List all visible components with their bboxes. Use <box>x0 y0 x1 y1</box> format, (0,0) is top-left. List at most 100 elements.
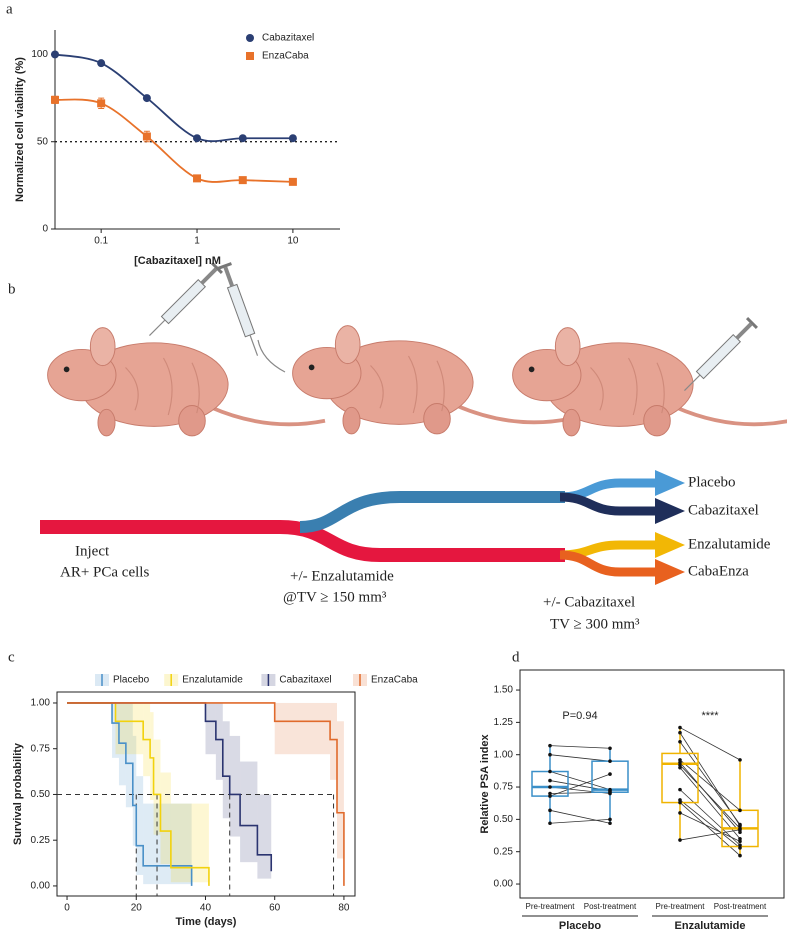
point <box>142 132 151 141</box>
point <box>97 99 106 108</box>
mice <box>45 261 787 438</box>
flow-arm <box>559 492 660 516</box>
point <box>548 791 552 796</box>
flow-arm <box>559 550 660 577</box>
point <box>738 822 742 827</box>
point <box>548 752 552 757</box>
point <box>738 836 742 841</box>
point <box>548 808 552 813</box>
point <box>238 176 247 185</box>
step-text: +/- Cabazitaxel <box>543 594 635 610</box>
confidence-band <box>240 761 258 863</box>
y-tick-label: 1.00 <box>31 698 51 709</box>
point <box>51 50 59 59</box>
point <box>548 769 552 774</box>
arrow-head <box>655 559 685 585</box>
arrow-head <box>655 470 685 496</box>
legend-marker <box>246 34 254 42</box>
arm-label: Placebo <box>688 474 735 490</box>
arm-label: CabaEnza <box>688 563 749 579</box>
confidence-band <box>136 776 144 875</box>
group-label: Placebo <box>559 920 601 932</box>
survival-curve <box>67 702 193 886</box>
point <box>193 174 202 183</box>
syringe <box>217 261 265 359</box>
x-tick-label: Pre-treatment <box>526 902 576 911</box>
legend-label: EnzaCaba <box>371 675 418 686</box>
point <box>193 134 202 143</box>
step-text: Inject <box>75 543 110 559</box>
y-tick-label: 0.25 <box>494 846 514 857</box>
confidence-band <box>115 702 144 755</box>
point <box>288 134 297 143</box>
pair-line <box>549 745 611 749</box>
mouse <box>45 325 327 438</box>
legend-label: Placebo <box>113 675 150 686</box>
annotation: P=0.94 <box>562 710 597 722</box>
panel-label: a <box>6 1 13 17</box>
y-tick-label: 0.25 <box>31 835 51 846</box>
x-tick-label: 40 <box>200 903 212 914</box>
y-tick-label: 1.00 <box>494 749 514 760</box>
y-tick-label: 50 <box>37 136 49 147</box>
x-tick-label: 60 <box>269 903 281 914</box>
y-tick-label: 0.50 <box>31 789 51 800</box>
confidence-band <box>143 803 192 885</box>
pair-line <box>679 764 741 829</box>
confidence-band <box>132 735 137 846</box>
step-text: TV ≥ 300 mm³ <box>550 616 640 632</box>
arm-label: Cabazitaxel <box>688 502 759 518</box>
y-tick-label: 100 <box>31 49 48 60</box>
box <box>591 760 629 793</box>
point <box>678 739 682 744</box>
confidence-band <box>170 803 209 883</box>
y-axis-title: Normalized cell viability (%) <box>14 57 26 202</box>
tube <box>257 339 286 373</box>
survival-curve <box>67 702 210 886</box>
confidence-band <box>205 702 216 755</box>
legend-label: Cabazitaxel <box>262 33 314 44</box>
flow-band <box>40 520 565 562</box>
confidence-band <box>150 712 154 800</box>
point <box>238 134 247 143</box>
x-tick-label: 1 <box>194 236 200 247</box>
fit-curve <box>54 98 293 183</box>
point <box>608 817 612 822</box>
arrow-head <box>655 498 685 524</box>
y-tick-label: 1.50 <box>494 685 514 696</box>
syringe <box>143 261 224 342</box>
legend-label: Enzalutamide <box>182 675 243 686</box>
confidence-band <box>257 794 272 879</box>
point <box>738 827 742 832</box>
point <box>51 95 59 104</box>
point <box>548 794 552 798</box>
y-tick-label: 0.00 <box>494 879 514 890</box>
point <box>738 843 742 848</box>
point <box>608 772 612 776</box>
point <box>678 758 682 762</box>
pair-line <box>549 773 611 797</box>
x-tick-label: Post-treatment <box>584 902 637 911</box>
point <box>678 811 682 815</box>
steps: Inject AR+ PCa cells +/- Enzalutamide @T… <box>60 543 640 632</box>
arrow-head <box>655 532 685 558</box>
confidence-band <box>160 772 171 864</box>
step-text: +/- Enzalutamide <box>290 568 394 584</box>
point <box>608 746 612 751</box>
y-tick-label: 0.75 <box>494 782 514 793</box>
point <box>678 765 682 770</box>
point <box>678 760 682 765</box>
flow-band <box>299 491 565 533</box>
x-tick-label: 80 <box>338 903 350 914</box>
x-tick-label: Pre-treatment <box>656 902 706 911</box>
pair-line <box>679 799 741 849</box>
pair-line <box>679 741 741 825</box>
confidence-band <box>118 702 126 786</box>
point <box>608 821 612 826</box>
point <box>608 759 612 763</box>
point <box>738 830 742 835</box>
point <box>97 59 106 68</box>
step-text: @TV ≥ 150 mm³ <box>283 589 387 605</box>
arm-label: Enzalutamide <box>688 536 771 552</box>
